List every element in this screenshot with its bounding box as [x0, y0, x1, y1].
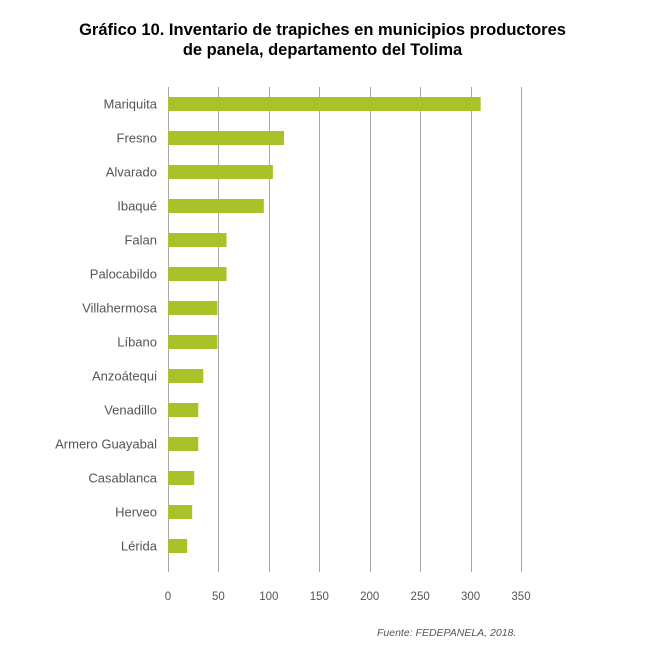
category-label: Ibaqué: [117, 199, 157, 214]
bar: [168, 267, 227, 281]
bar: [168, 335, 218, 349]
x-tick-label: 350: [511, 591, 530, 603]
category-label: Anzoátequi: [92, 369, 157, 384]
category-label: Alvarado: [106, 165, 157, 180]
source-note: Fuente: FEDEPANELA, 2018.: [377, 627, 517, 639]
category-label: Villahermosa: [82, 301, 158, 316]
bar: [168, 471, 195, 485]
x-tick-label: 100: [259, 591, 278, 603]
bar: [168, 97, 481, 111]
bar: [168, 369, 204, 383]
x-tick-label: 200: [360, 591, 379, 603]
category-label: Herveo: [115, 505, 157, 520]
bar: [168, 199, 264, 213]
category-label: Casablanca: [88, 471, 157, 486]
x-tick-label: 250: [411, 591, 430, 603]
category-label: Falan: [124, 233, 157, 248]
x-tick-label: 0: [165, 591, 171, 603]
bar: [168, 301, 218, 315]
chart-title: Gráfico 10. Inventario de trapiches en m…: [0, 20, 645, 60]
category-label: Armero Guayabal: [55, 437, 157, 452]
x-tick-label: 50: [212, 591, 225, 603]
category-label: Lérida: [121, 539, 158, 554]
x-tick-label: 150: [310, 591, 329, 603]
bar: [168, 165, 273, 179]
category-label: Mariquita: [104, 97, 158, 112]
category-label: Fresno: [117, 131, 157, 146]
bar: [168, 403, 199, 417]
chart-title-line-1: Gráfico 10. Inventario de trapiches en m…: [79, 21, 566, 39]
bar: [168, 437, 199, 451]
chart-title-line-2: de panela, departamento del Tolima: [182, 41, 463, 59]
bar: [168, 505, 193, 519]
bar: [168, 131, 284, 145]
category-label: Venadillo: [104, 403, 157, 418]
category-label: Líbano: [117, 335, 157, 350]
x-tick-label: 300: [461, 591, 480, 603]
bar: [168, 233, 227, 247]
bar: [168, 539, 188, 553]
category-label: Palocabildo: [90, 267, 157, 282]
